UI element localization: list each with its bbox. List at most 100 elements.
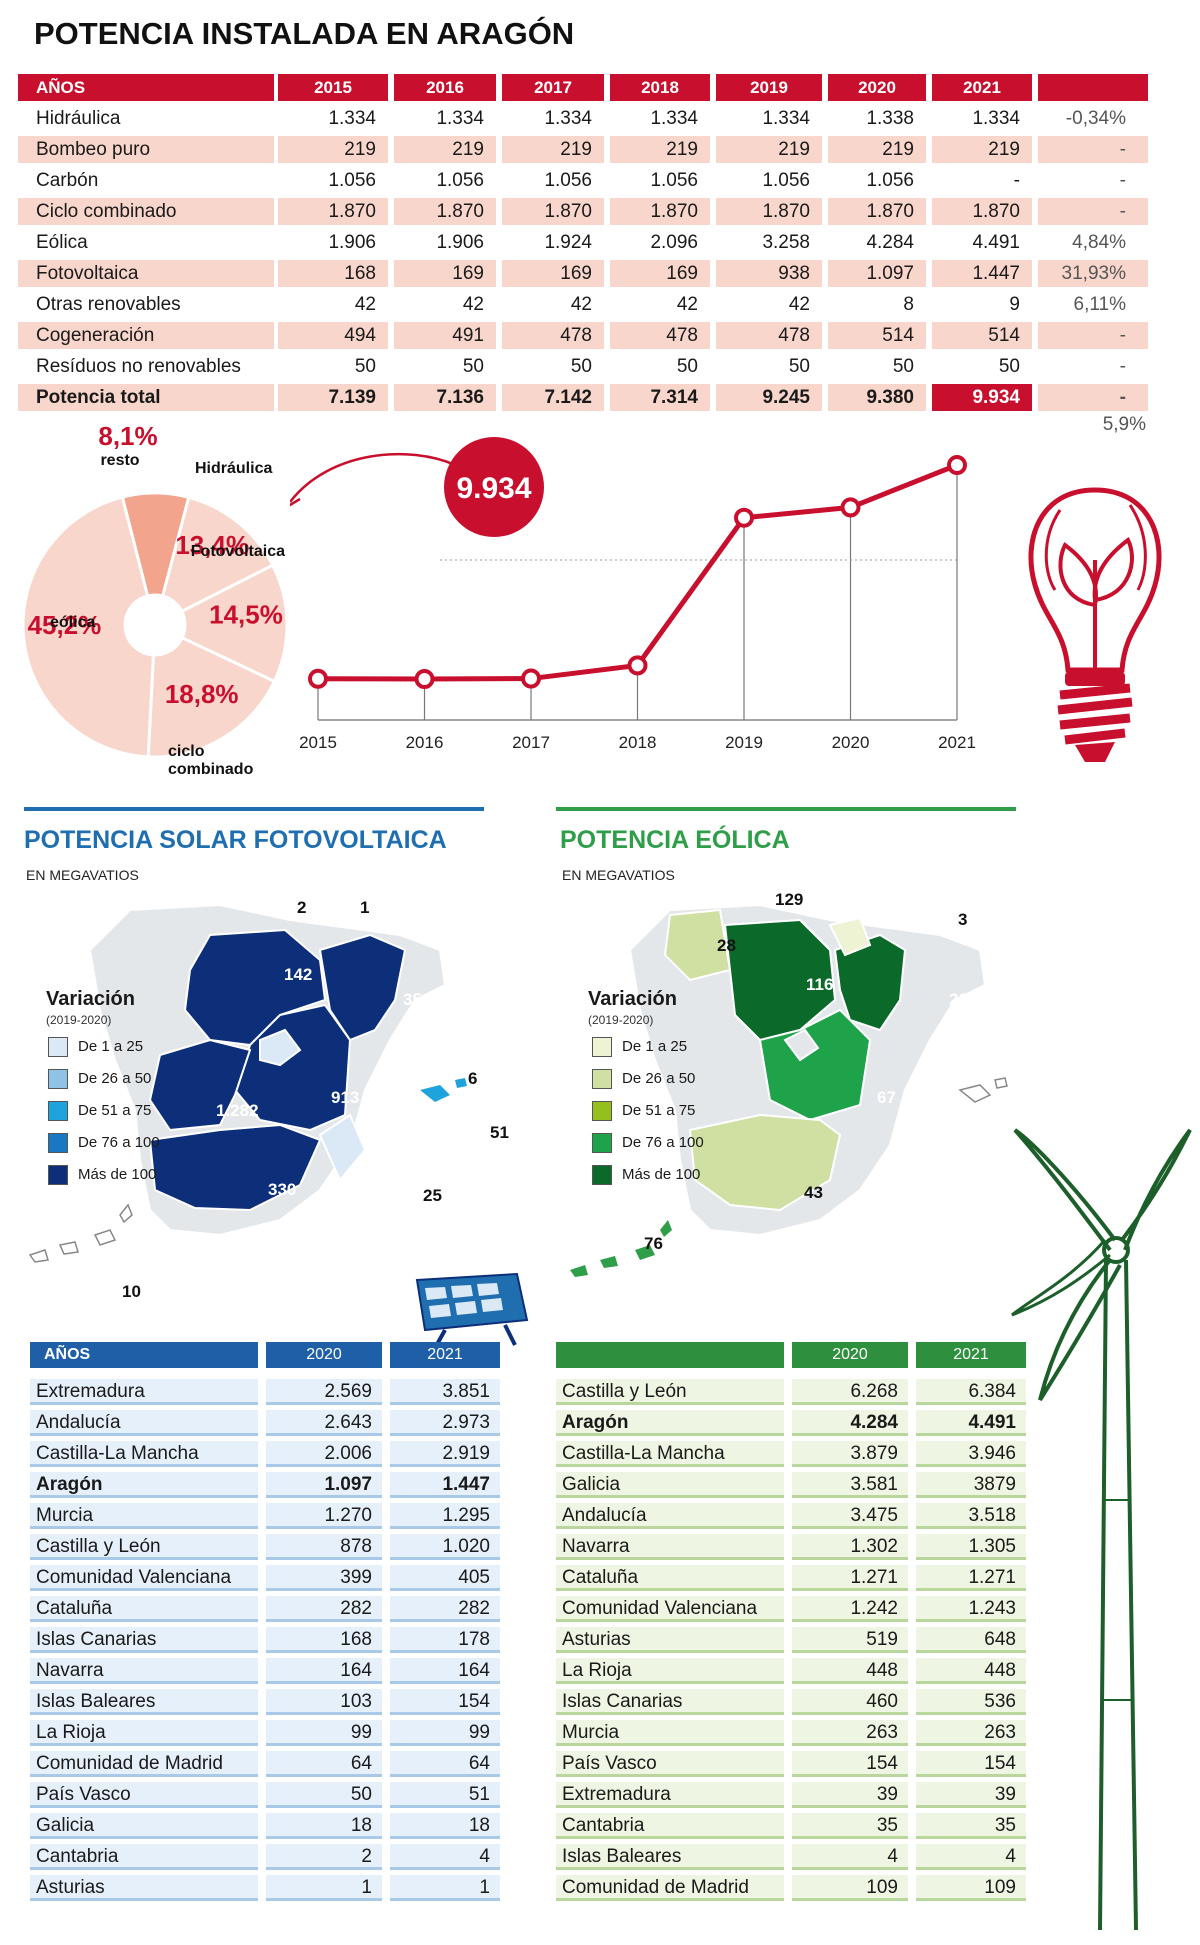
solar-table-value-2020: 878 [266,1534,382,1560]
top-table-cell: 7.136 [394,384,496,411]
top-table-cell: 42 [676,294,698,315]
page-title: POTENCIA INSTALADA EN ARAGÓN [34,16,575,51]
top-table-cell: 494 [278,322,388,349]
top-table-cell: 1.097 [828,260,926,287]
top-table-cell: 1.334 [762,108,810,129]
solar-map-label: 51 [490,1123,509,1142]
line-point [947,455,967,476]
wind-table: 2020 2021 Castilla y León 6.268 6.384 Aragón 4… [556,1340,1031,1904]
solar-legend-swatch [48,1165,68,1185]
solar-legend-item: De 1 a 25 [48,1036,143,1058]
top-table-cell: 219 [828,136,926,163]
top-table-cell: 219 [394,136,496,163]
highlight-arrow-head [290,497,301,507]
solar-legend-swatch [48,1101,68,1121]
wind-table-region: Islas Baleares [556,1844,784,1870]
wind-table-row: Andalucía 3.475 3.518 [556,1501,1031,1532]
solar-table-value-2021: 1 [390,1875,500,1901]
wind-table-value-2021: 1.271 [916,1565,1026,1591]
wind-table-value-2020: 3.879 [792,1441,908,1467]
wind-table-value-2021: 3879 [916,1472,1026,1498]
wind-region-andalucia [688,1113,842,1212]
solar-table-value-2021: 4 [390,1844,500,1870]
wind-table-value-2021: 39 [916,1782,1026,1808]
solar-map-label: 913 [331,1088,360,1107]
wind-table-row: Islas Canarias 460 536 [556,1687,1031,1718]
top-table-cell: 219 [502,136,604,163]
line-point [308,668,328,689]
wind-map-label: 3 [958,910,968,929]
solar-panel-icon [415,1272,529,1349]
pie-slice-label: 8,1% [98,421,157,451]
wind-table-value-2021: 3.518 [916,1503,1026,1529]
top-table-variation: - [1038,384,1148,411]
solar-title: POTENCIA SOLAR FOTOVOLTAICA [24,826,447,854]
wind-table-value-2020: 4 [792,1844,908,1870]
wind-turbine-icon [1011,1128,1192,1931]
solar-map-label: 1 [360,898,370,917]
top-table-row-label: Ciclo combinado [18,198,274,225]
wind-legend-title: Variación [588,988,677,1010]
line-x-tick: 2021 [938,733,976,752]
top-table-row: Otras renovables 42 42 42 42 42 8 9 6,11% [16,291,1146,322]
wind-table-value-2021: 35 [916,1813,1026,1839]
top-table-variation: -0,34% [1065,108,1126,129]
top-table-cell: 9.245 [716,384,822,411]
top-table-variation: 6,11% [1073,294,1126,315]
solar-table-value-2020: 103 [266,1689,382,1715]
pie-callout-label: combinado [168,761,254,778]
solar-legend-swatch [48,1037,68,1057]
solar-table-value-2021: 18 [390,1813,500,1839]
top-table-cell: 1.870 [932,198,1032,225]
wind-table-row: Castilla y León 6.268 6.384 [556,1377,1031,1408]
solar-legend-item: Más de 100 [48,1164,156,1186]
top-table-cell: 478 [610,322,710,349]
solar-table-region: Comunidad de Madrid [30,1751,258,1777]
solar-legend-label: De 76 a 100 [78,1134,160,1151]
solar-table-row: La Rioja 99 99 [30,1718,505,1749]
line-x-tick: 2015 [299,733,337,752]
wind-region-baleares [958,1077,1008,1103]
top-table-cell: 1.056 [650,170,698,191]
wind-table-row: Cantabria 35 35 [556,1811,1031,1842]
top-table-cell: 168 [278,260,388,287]
top-table-cell: 50 [676,356,698,377]
wind-table-value-2020: 3.475 [792,1503,908,1529]
top-table-header-label: AÑOS [18,74,274,101]
solar-table-value-2020: 282 [266,1596,382,1622]
solar-table-value-2020: 99 [266,1720,382,1746]
solar-table-value-2021: 154 [390,1689,500,1715]
top-table-row-label: Otras renovables [36,294,181,315]
top-table-cell: 50 [892,356,914,377]
top-table-variation: - [1038,322,1148,349]
solar-table-row: Comunidad Valenciana 399 405 [30,1563,505,1594]
pie-slice [179,563,289,684]
top-table-cell: 42 [462,294,484,315]
top-table-cell: 7.139 [278,384,388,411]
solar-table-row: País Vasco 50 51 [30,1780,505,1811]
top-table-cell: 514 [828,322,926,349]
solar-table-row: Comunidad de Madrid 64 64 [30,1749,505,1780]
wind-table-region: Comunidad de Madrid [556,1875,784,1901]
top-table-cell: 1.906 [328,232,376,253]
top-table-cell: 42 [570,294,592,315]
solar-table-value-2021: 1.447 [390,1472,500,1498]
solar-map-label: 2 [297,898,307,917]
pie-slice-label: 13,4% [175,530,249,560]
solar-legend-swatch [48,1133,68,1153]
wind-region-canarias [570,1220,672,1277]
wind-map-label: 207 [949,990,978,1009]
top-table-cell: 478 [716,322,822,349]
wind-legend-item: De 76 a 100 [592,1132,704,1154]
line-point [521,668,541,689]
wind-table-value-2020: 39 [792,1782,908,1808]
wind-table-region: Galicia [556,1472,784,1498]
wind-table-row: Comunidad Valenciana 1.242 1.243 [556,1594,1031,1625]
top-table-row-label: Resíduos no renovables [36,356,241,377]
line-x-tick: 2018 [619,733,657,752]
solar-table-row: Navarra 164 164 [30,1656,505,1687]
wind-legend-item: Más de 100 [592,1164,700,1186]
top-table-cell: 50 [570,356,592,377]
solar-region-andalucia [148,1123,322,1212]
wind-table-value-2020: 1.242 [792,1596,908,1622]
